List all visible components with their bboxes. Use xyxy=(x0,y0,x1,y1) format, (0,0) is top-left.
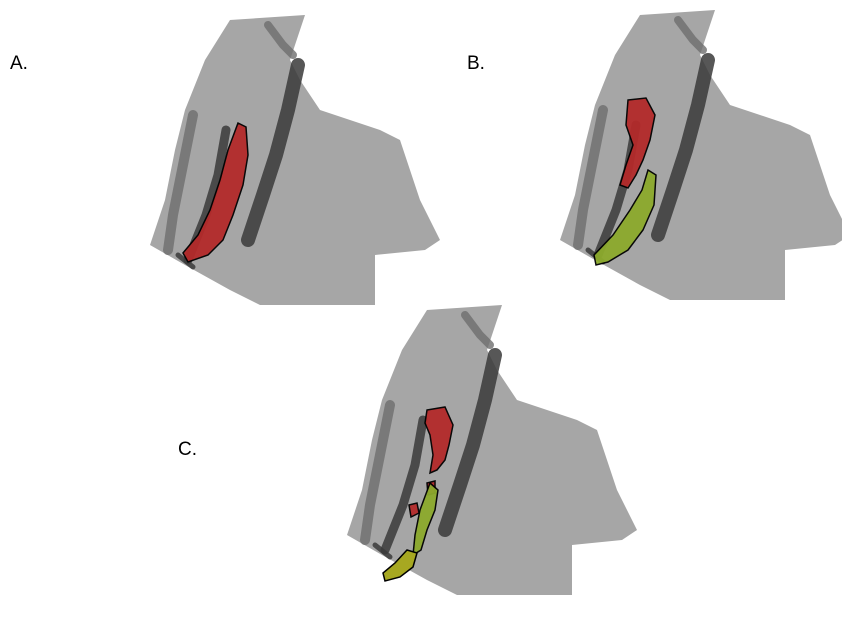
panel-label: C. xyxy=(178,439,197,460)
panel-label: B. xyxy=(467,53,485,74)
figure: A. B. C. xyxy=(0,0,842,624)
map-c xyxy=(347,305,637,595)
map-b xyxy=(560,10,842,300)
map-a xyxy=(150,15,440,305)
panel-label: A. xyxy=(10,53,28,74)
page: A. B. C. (() => { const data = JSON.pars… xyxy=(0,0,842,624)
